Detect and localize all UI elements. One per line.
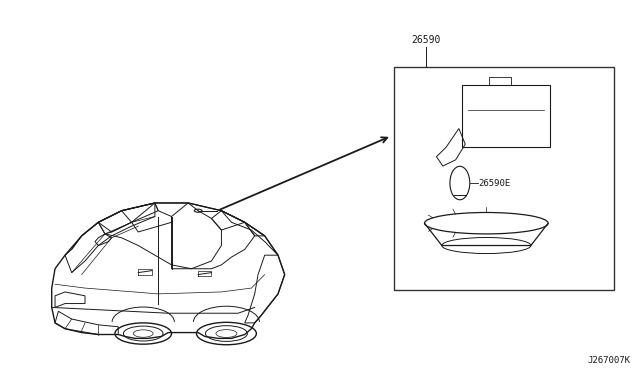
Bar [462,85,550,147]
Bar [488,77,511,85]
Bar [394,67,614,290]
Text: J267007K: J267007K [588,356,630,365]
Text: 26590: 26590 [411,35,440,45]
Text: 26590E: 26590E [479,179,511,187]
